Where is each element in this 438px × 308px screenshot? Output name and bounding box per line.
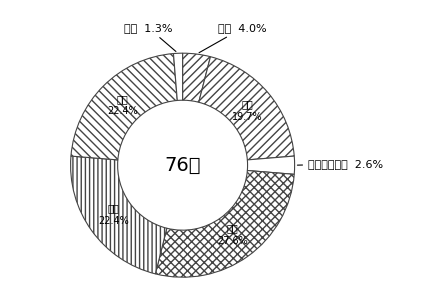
Text: 腎臓  1.3%: 腎臓 1.3% bbox=[124, 23, 176, 51]
Wedge shape bbox=[199, 57, 294, 160]
Text: 視覚  4.0%: 視覚 4.0% bbox=[199, 23, 267, 53]
Text: 76人: 76人 bbox=[164, 156, 201, 175]
Wedge shape bbox=[71, 54, 177, 160]
Wedge shape bbox=[247, 156, 295, 174]
Text: 上肢
27.6%: 上肢 27.6% bbox=[217, 223, 247, 245]
Wedge shape bbox=[173, 53, 183, 100]
Text: 音声・言語等  2.6%: 音声・言語等 2.6% bbox=[297, 159, 383, 169]
Wedge shape bbox=[183, 53, 210, 102]
Text: 下肢
22.4%: 下肢 22.4% bbox=[98, 204, 129, 226]
Wedge shape bbox=[155, 171, 294, 277]
Text: 聴覚
19.7%: 聴覚 19.7% bbox=[233, 99, 263, 122]
Text: 体幹
22.4%: 体幹 22.4% bbox=[107, 94, 138, 116]
Wedge shape bbox=[71, 156, 167, 274]
